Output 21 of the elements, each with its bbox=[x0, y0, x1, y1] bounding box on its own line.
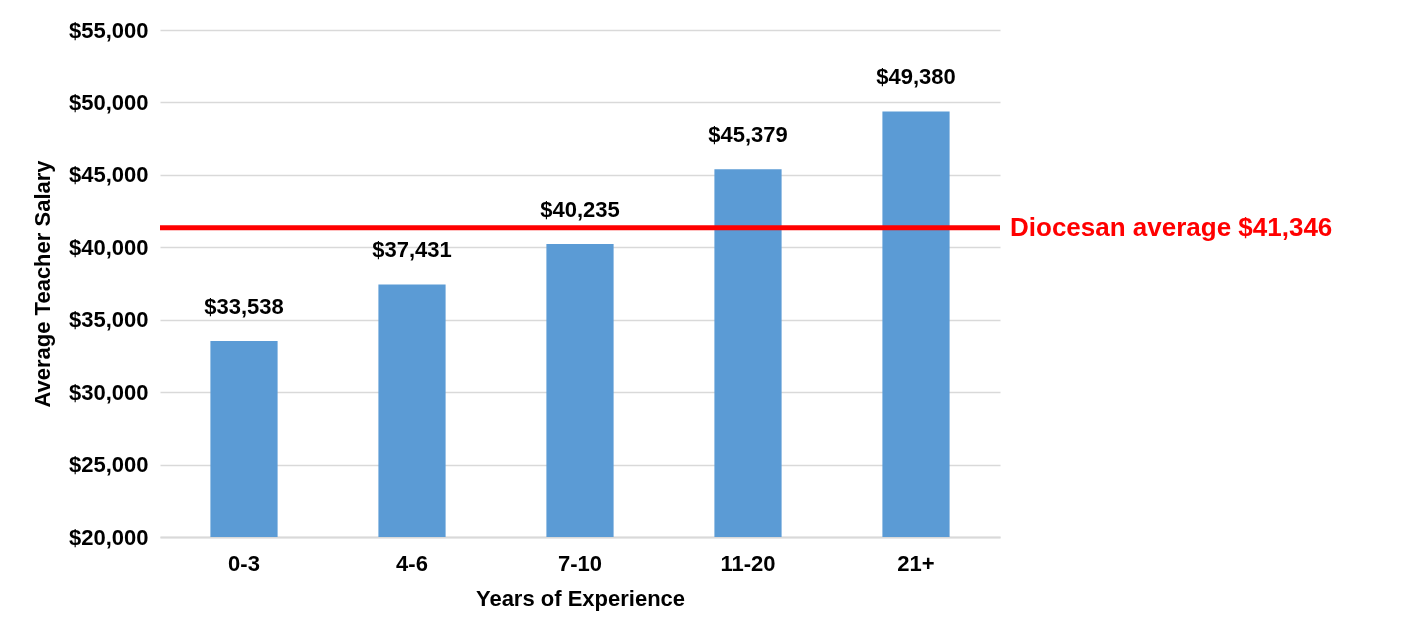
data-label: $33,538 bbox=[204, 293, 284, 319]
ref-line-label: Diocesan average $41,346 bbox=[1010, 211, 1333, 242]
y-tick-label: $20,000 bbox=[68, 524, 149, 550]
y-tick-label: $45,000 bbox=[68, 162, 149, 188]
y-tick-label: $25,000 bbox=[68, 452, 149, 478]
y-tick-label: $40,000 bbox=[68, 234, 149, 260]
data-label: $40,235 bbox=[540, 196, 620, 222]
x-tick-label: 7-10 bbox=[557, 550, 603, 576]
y-tick-label: $35,000 bbox=[68, 307, 149, 333]
y-tick-label: $30,000 bbox=[68, 379, 149, 405]
y-tick-label: $50,000 bbox=[68, 89, 149, 115]
data-label: $49,380 bbox=[876, 64, 956, 90]
x-tick-label: 0-3 bbox=[228, 550, 260, 576]
y-tick-label: $55,000 bbox=[68, 17, 149, 43]
x-axis-title: Years of Experience bbox=[475, 585, 686, 611]
data-label: $37,431 bbox=[372, 237, 452, 263]
y-axis-title: Average Teacher Salary bbox=[29, 159, 55, 408]
x-tick-label: 4-6 bbox=[396, 550, 428, 576]
x-tick-label: 21+ bbox=[897, 550, 935, 576]
x-tick-label: 11-20 bbox=[720, 550, 776, 576]
data-label: $45,379 bbox=[708, 122, 788, 148]
